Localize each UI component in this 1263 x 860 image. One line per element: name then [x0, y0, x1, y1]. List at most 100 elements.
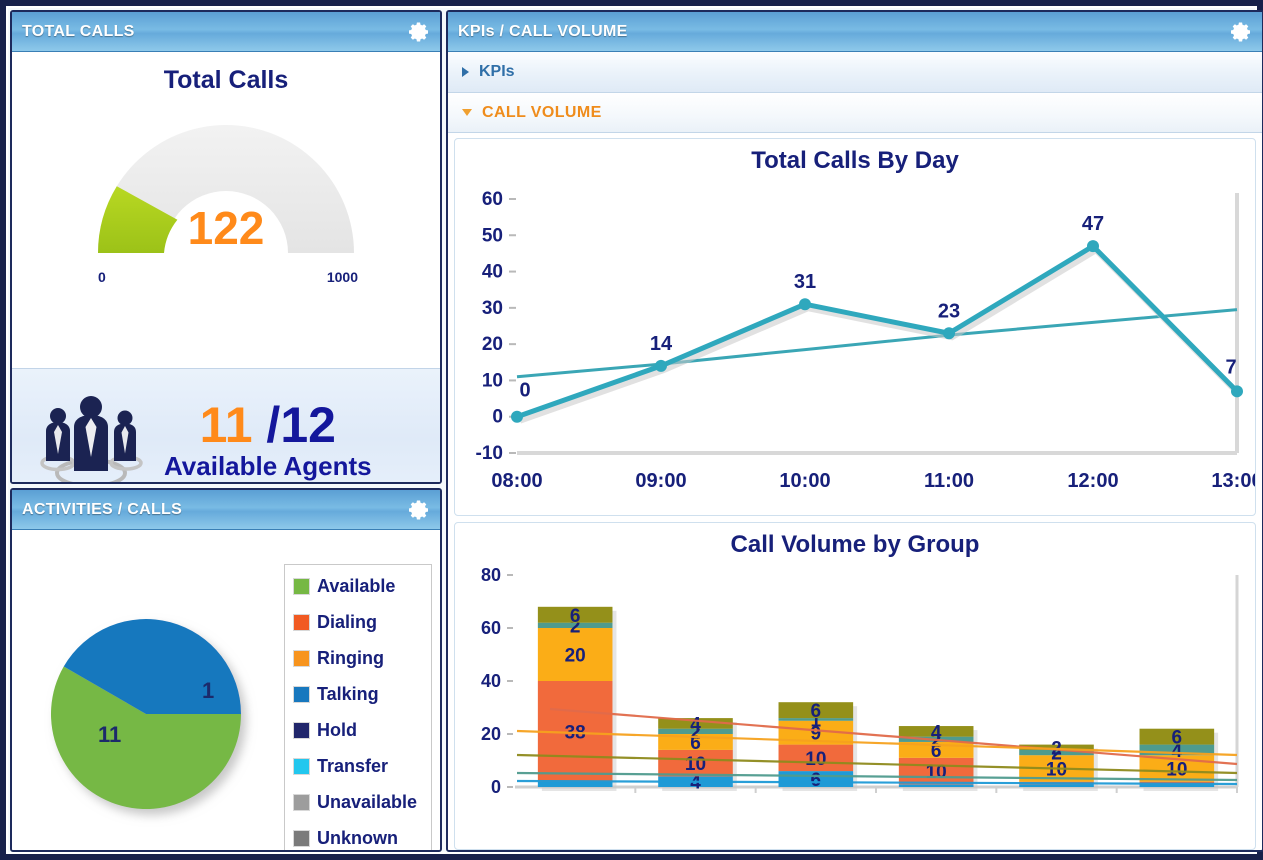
- available-agents-ratio: 11 /12: [200, 399, 336, 451]
- gauge-value-arc: [98, 186, 178, 253]
- svg-text:10: 10: [685, 754, 706, 775]
- svg-text:23: 23: [938, 300, 960, 322]
- svg-text:10: 10: [1046, 759, 1067, 780]
- svg-text:1: 1: [811, 710, 822, 731]
- legend-item[interactable]: Transfer: [293, 753, 421, 779]
- svg-text:2: 2: [570, 616, 581, 637]
- legend-item[interactable]: Available: [293, 573, 421, 599]
- total-calls-panel-header: TOTAL CALLS: [12, 12, 440, 52]
- svg-text:60: 60: [481, 618, 501, 638]
- legend-swatch-unavailable: [293, 793, 310, 811]
- legend-item[interactable]: Talking: [293, 681, 421, 707]
- line-chart-title: Total Calls By Day: [751, 147, 959, 174]
- svg-text:0: 0: [491, 777, 501, 797]
- gauge-title: Total Calls: [163, 66, 289, 94]
- svg-text:10: 10: [1166, 759, 1187, 780]
- accordion-row-call-volume[interactable]: CALL VOLUME: [448, 93, 1262, 133]
- svg-text:09:00: 09:00: [635, 470, 686, 492]
- gauge-value: 122: [187, 202, 265, 254]
- legend-label: Dialing: [317, 611, 378, 632]
- legend-swatch-hold: [293, 721, 310, 739]
- legend-item[interactable]: Dialing: [293, 609, 421, 635]
- activities-panel-header: ACTIVITIES / CALLS: [12, 490, 440, 530]
- svg-text:10: 10: [482, 370, 503, 391]
- line-chart-plot: -10 0 10 20 30 40 50 60 0 14 31 23 47 7 08:00 09:00 10:0…: [455, 175, 1255, 515]
- svg-text:6: 6: [811, 701, 822, 722]
- kpis-panel-header: KPIs / CALL VOLUME: [448, 12, 1262, 52]
- chevron-right-icon: [462, 67, 469, 77]
- legend-swatch-available: [293, 577, 310, 595]
- svg-text:7: 7: [1225, 356, 1236, 378]
- accordion-label-call-volume: CALL VOLUME: [482, 103, 602, 121]
- svg-text:0: 0: [492, 407, 503, 428]
- legend-item[interactable]: Hold: [293, 717, 421, 743]
- legend-label: Unavailable: [317, 791, 418, 812]
- activities-legend: Available Dialing Ringing Talking: [284, 564, 432, 850]
- legend-label: Unknown: [317, 827, 398, 848]
- call-volume-charts: Total Calls By Day -10 0 10 20 30 40 50 60 0 14 31…: [448, 133, 1262, 850]
- gauge-min-label: 0: [98, 269, 106, 285]
- svg-text:2: 2: [690, 722, 701, 743]
- people-group-icon: [36, 385, 146, 482]
- pie-slice-available: [51, 666, 242, 810]
- legend-swatch-dialing: [293, 613, 310, 631]
- svg-text:2: 2: [1051, 744, 1062, 765]
- kpis-panel-title: KPIs / CALL VOLUME: [458, 22, 628, 40]
- legend-label: Talking: [317, 683, 379, 704]
- svg-text:50: 50: [482, 225, 503, 246]
- gear-icon[interactable]: [407, 498, 431, 522]
- svg-text:6: 6: [1172, 728, 1183, 749]
- svg-text:80: 80: [481, 565, 501, 585]
- svg-text:4: 4: [690, 773, 701, 794]
- svg-text:6: 6: [811, 770, 822, 791]
- svg-text:40: 40: [482, 262, 503, 283]
- legend-label: Transfer: [317, 755, 389, 776]
- activities-panel-body: 11 1 Available Dialing: [12, 530, 440, 850]
- svg-text:30: 30: [482, 298, 503, 319]
- left-column: TOTAL CALLS Total Calls: [8, 8, 442, 852]
- legend-item[interactable]: Ringing: [293, 645, 421, 671]
- available-agents-label: Available Agents: [164, 450, 372, 481]
- total-calls-gauge-widget: Total Calls: [12, 52, 440, 368]
- svg-text:6: 6: [931, 741, 942, 762]
- svg-text:31: 31: [794, 271, 816, 293]
- accordion-row-kpis[interactable]: KPIs: [448, 52, 1262, 93]
- legend-item[interactable]: Unknown: [293, 825, 421, 850]
- agents-total-count: /12: [252, 396, 336, 453]
- svg-text:11:00: 11:00: [924, 470, 974, 492]
- svg-text:4: 4: [690, 714, 701, 735]
- svg-text:14: 14: [650, 333, 673, 355]
- gauge-max-label: 1000: [326, 269, 358, 285]
- dashboard-content: TOTAL CALLS Total Calls: [8, 8, 1263, 852]
- bar-chart-plot: 0 20 40 60 80 38 20 2 6 4 10 6 2 4 6 10 9 1 6 10 6 2 4 10 2 2 10 4 6: [455, 559, 1255, 822]
- svg-text:6: 6: [690, 733, 701, 754]
- right-column: KPIs / CALL VOLUME KPIs CALL VOLUME: [446, 8, 1263, 852]
- activities-pie-chart: 11 1: [26, 592, 276, 842]
- svg-text:47: 47: [1082, 213, 1104, 235]
- activities-panel-title: ACTIVITIES / CALLS: [22, 500, 183, 518]
- svg-text:10: 10: [805, 749, 826, 770]
- total-calls-panel-title: TOTAL CALLS: [22, 22, 135, 40]
- total-calls-panel: TOTAL CALLS Total Calls: [10, 10, 442, 484]
- total-calls-by-day-chart-card: Total Calls By Day -10 0 10 20 30 40 50 60 0 14 31…: [454, 138, 1256, 516]
- svg-text:60: 60: [482, 189, 503, 210]
- gear-icon[interactable]: [407, 20, 431, 44]
- legend-swatch-unknown: [293, 829, 310, 847]
- svg-text:4: 4: [931, 722, 942, 743]
- agents-available-count: 11: [199, 396, 253, 453]
- svg-text:6: 6: [570, 606, 581, 627]
- available-agents-widget: 11 /12 Available Agents: [12, 368, 440, 482]
- legend-label: Available: [317, 575, 396, 596]
- gauge-scale: 0 1000: [76, 269, 376, 291]
- activities-calls-panel: ACTIVITIES / CALLS: [10, 488, 442, 852]
- svg-text:-10: -10: [476, 443, 503, 464]
- total-calls-panel-body: Total Calls: [12, 52, 440, 482]
- legend-item[interactable]: Unavailable: [293, 789, 421, 815]
- svg-text:4: 4: [1172, 741, 1183, 762]
- legend-swatch-ringing: [293, 649, 310, 667]
- pie-label-talking: 1: [202, 678, 215, 703]
- accordion-label-kpis: KPIs: [479, 63, 515, 80]
- gear-icon[interactable]: [1229, 20, 1253, 44]
- svg-text:10:00: 10:00: [779, 470, 830, 492]
